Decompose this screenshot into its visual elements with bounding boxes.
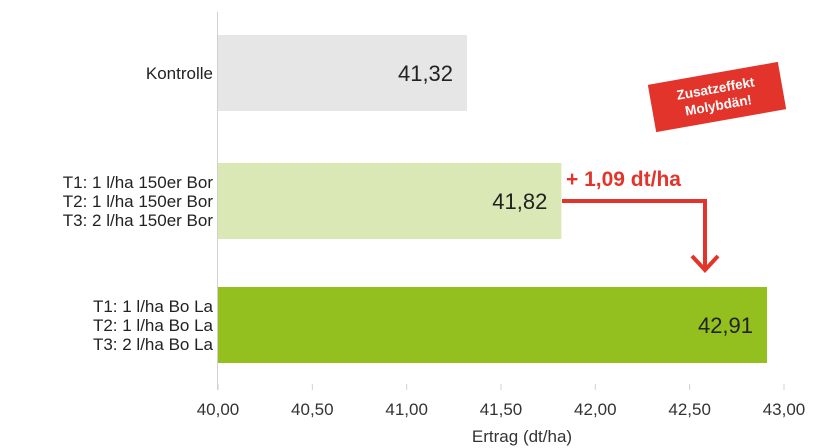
x-tick-label: 40,00 bbox=[197, 400, 240, 419]
x-tick-label: 41,50 bbox=[480, 400, 523, 419]
category-label-line: T2: 1 l/ha 150er Bor bbox=[62, 191, 213, 211]
x-tick-label: 42,00 bbox=[574, 400, 617, 419]
bar-value-label-1: 41,32 bbox=[398, 61, 453, 86]
difference-arrow bbox=[562, 199, 707, 268]
bar-value-label-2: 41,82 bbox=[492, 189, 547, 214]
bar-3 bbox=[218, 287, 768, 363]
x-tick-label: 40,50 bbox=[291, 400, 334, 419]
category-label-line: T1: 1 l/ha Bo La bbox=[92, 296, 213, 316]
category-label-line: Kontrolle bbox=[145, 63, 213, 83]
bar-2 bbox=[218, 163, 562, 239]
x-tick-label: 43,00 bbox=[763, 400, 806, 419]
difference-label: + 1,09 dt/ha bbox=[566, 168, 681, 191]
x-tick-label: 42,50 bbox=[668, 400, 711, 419]
category-label-line: T2: 1 l/ha Bo La bbox=[92, 315, 213, 335]
arrow-head-icon bbox=[690, 254, 720, 273]
x-axis-label: Ertrag (dt/ha) bbox=[472, 427, 572, 446]
x-tick-label: 41,00 bbox=[385, 400, 428, 419]
bar-1 bbox=[218, 35, 468, 111]
bar-value-label-3: 42,91 bbox=[698, 313, 753, 338]
category-label-3: T1: 1 l/ha Bo La T2: 1 l/ha Bo La T3: 2 l/… bbox=[93, 297, 213, 354]
category-label-line: T1: 1 l/ha 150er Bor bbox=[62, 172, 213, 192]
category-label-line: T3: 2 l/ha 150er Bor bbox=[62, 210, 213, 230]
category-label-2: T1: 1 l/ha 150er Bor T2: 1 l/ha 150er Bor… bbox=[63, 173, 213, 230]
category-label-line: T3: 2 l/ha Bo La bbox=[92, 334, 213, 354]
category-label-1: Kontrolle bbox=[146, 64, 213, 83]
